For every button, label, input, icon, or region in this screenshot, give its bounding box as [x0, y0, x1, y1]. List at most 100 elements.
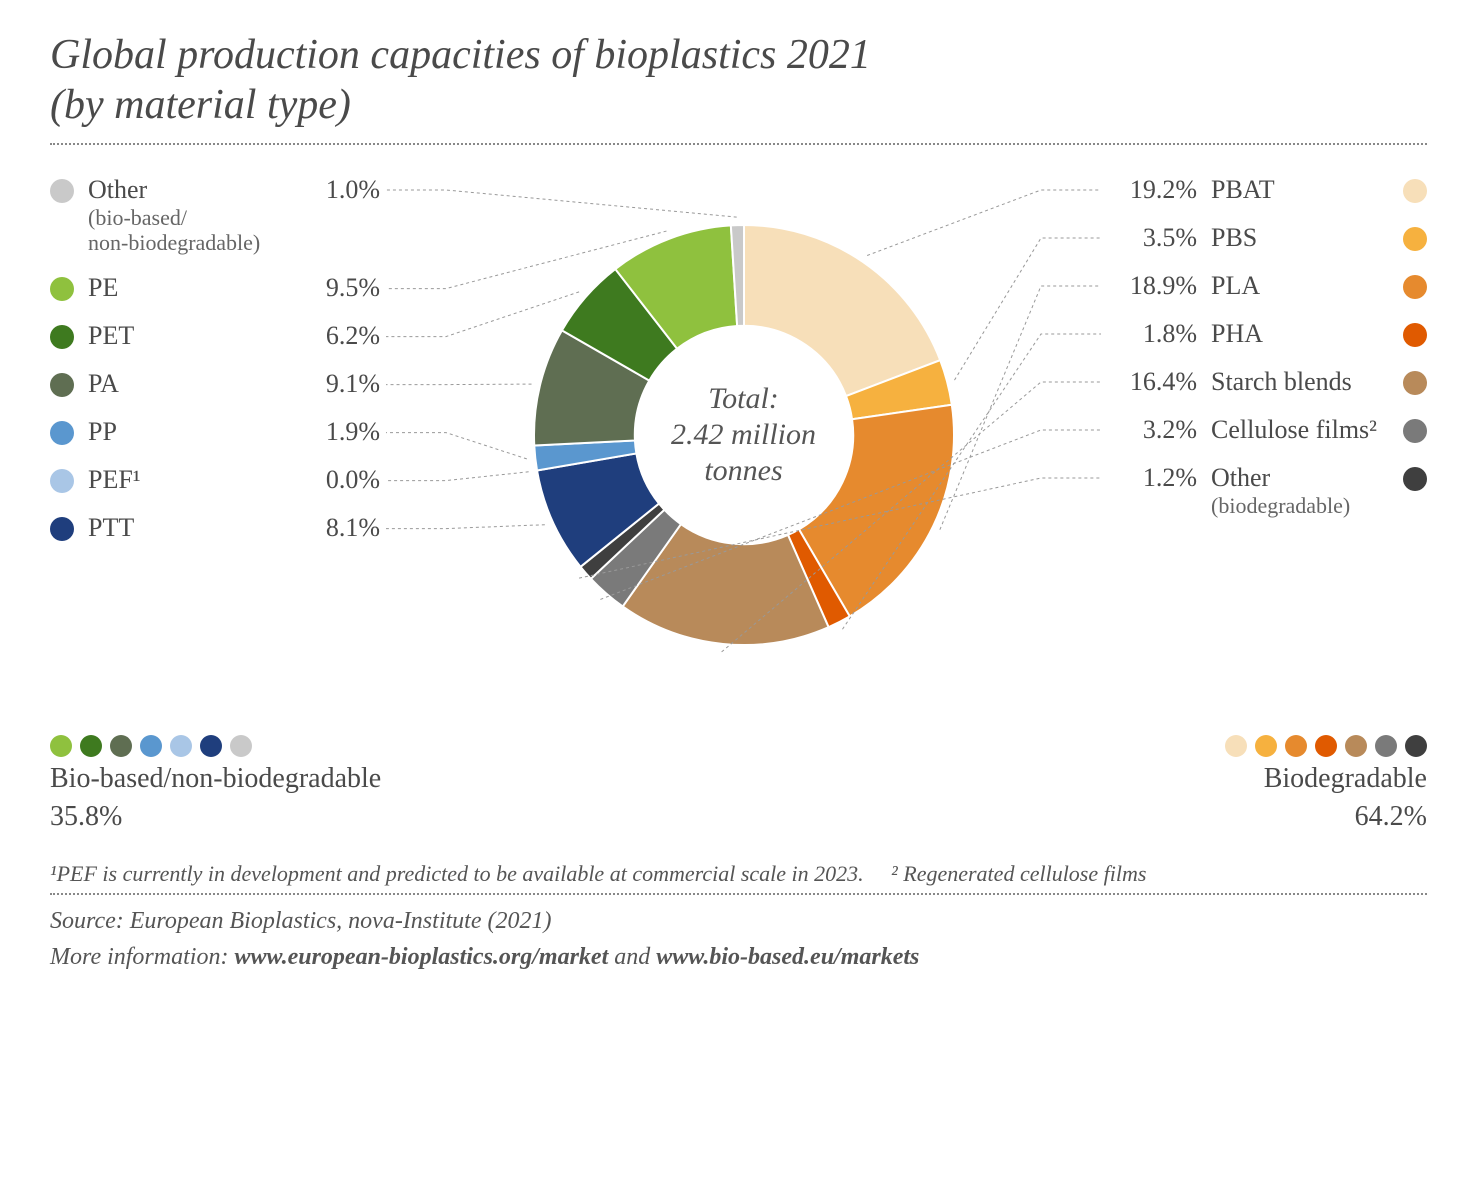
- legend-item-PA: PA 9.1%: [50, 369, 380, 399]
- source-block: Source: European Bioplastics, nova-Insti…: [50, 903, 1427, 975]
- summary-left: Bio-based/non-biodegradable 35.8%: [50, 735, 381, 833]
- legend-item-PET: PET 6.2%: [50, 321, 380, 351]
- summary-dot: [200, 735, 222, 757]
- summary-dot: [170, 735, 192, 757]
- footnote-divider: [50, 893, 1427, 895]
- legend-item-PE: PE 9.5%: [50, 273, 380, 303]
- legend-item-PHA: PHA 1.8%: [1107, 319, 1427, 349]
- summary-dot: [140, 735, 162, 757]
- legend-label: PA: [88, 369, 286, 399]
- summary-left-label: Bio-based/non-biodegradable: [50, 763, 381, 795]
- legend-pct: 9.5%: [300, 273, 380, 303]
- title-divider: [50, 143, 1427, 145]
- legend-swatch: [1403, 371, 1427, 395]
- summary-right: Biodegradable 64.2%: [1225, 735, 1427, 833]
- chart-title: Global production capacities of bioplast…: [50, 30, 1427, 131]
- legend-pct: 1.9%: [300, 417, 380, 447]
- legend-swatch: [50, 325, 74, 349]
- legend-swatch: [1403, 467, 1427, 491]
- legend-item-PEF: PEF¹ 0.0%: [50, 465, 380, 495]
- summary-dot: [80, 735, 102, 757]
- summary-right-label: Biodegradable: [1264, 763, 1427, 795]
- legend-label: PP: [88, 417, 286, 447]
- legend-label: PE: [88, 273, 286, 303]
- more-info-link-1: www.european-bioplastics.org/market: [234, 944, 608, 970]
- title-line-2: (by material type): [50, 82, 351, 128]
- donut-chart: [484, 175, 1004, 695]
- legend-left: Other(bio-based/non-biodegradable) 1.0% PE…: [50, 175, 380, 544]
- summary-dot: [1345, 735, 1367, 757]
- legend-item-OtherN: Other(bio-based/non-biodegradable) 1.0%: [50, 175, 380, 256]
- legend-pct: 0.0%: [300, 465, 380, 495]
- more-info-line: More information: www.european-bioplasti…: [50, 939, 1427, 975]
- summary-right-pct: 64.2%: [1355, 801, 1427, 833]
- legend-right: PBAT 19.2% PBS 3.5% PLA 18.9% PHA 1.8% Starch bl…: [1107, 175, 1427, 518]
- chart-row: Other(bio-based/non-biodegradable) 1.0% PE…: [50, 175, 1427, 695]
- legend-swatch: [50, 421, 74, 445]
- legend-pct: 6.2%: [300, 321, 380, 351]
- legend-item-PTT: PTT 8.1%: [50, 513, 380, 543]
- more-info-prefix: More information:: [50, 944, 234, 970]
- legend-swatch: [50, 469, 74, 493]
- legend-item-PLA: PLA 18.9%: [1107, 271, 1427, 301]
- legend-pct: 1.8%: [1107, 319, 1197, 349]
- legend-pct: 3.2%: [1107, 415, 1197, 445]
- legend-label: PEF¹: [88, 465, 286, 495]
- summary-left-pct: 35.8%: [50, 801, 381, 833]
- summary-left-dots: [50, 735, 381, 757]
- legend-pct: 9.1%: [300, 369, 380, 399]
- legend-item-PBS: PBS 3.5%: [1107, 223, 1427, 253]
- summary-dot: [1255, 735, 1277, 757]
- legend-label: PLA: [1211, 271, 1389, 301]
- legend-item-Starch: Starch blends 16.4%: [1107, 367, 1427, 397]
- legend-swatch: [50, 517, 74, 541]
- legend-pct: 8.1%: [300, 513, 380, 543]
- legend-swatch: [1403, 323, 1427, 347]
- legend-pct: 1.0%: [300, 175, 380, 205]
- legend-pct: 16.4%: [1107, 367, 1197, 397]
- legend-label: Cellulose films²: [1211, 415, 1389, 445]
- summary-dot: [110, 735, 132, 757]
- legend-label: PET: [88, 321, 286, 351]
- summary-dot: [1405, 735, 1427, 757]
- legend-swatch: [1403, 275, 1427, 299]
- summary-dot: [1315, 735, 1337, 757]
- legend-swatch: [1403, 227, 1427, 251]
- legend-swatch: [1403, 419, 1427, 443]
- legend-swatch: [50, 277, 74, 301]
- summary-row: Bio-based/non-biodegradable 35.8% Biodeg…: [50, 735, 1427, 833]
- legend-swatch: [50, 179, 74, 203]
- legend-swatch: [1403, 179, 1427, 203]
- legend-pct: 3.5%: [1107, 223, 1197, 253]
- legend-label: Starch blends: [1211, 367, 1389, 397]
- summary-right-dots: [1225, 735, 1427, 757]
- summary-dot: [230, 735, 252, 757]
- more-info-link-2: www.bio-based.eu/markets: [656, 944, 919, 970]
- summary-dot: [50, 735, 72, 757]
- legend-item-Cell: Cellulose films² 3.2%: [1107, 415, 1427, 445]
- legend-item-OtherB: Other(biodegradable) 1.2%: [1107, 463, 1427, 518]
- more-info-sep: and: [608, 944, 656, 970]
- summary-dot: [1225, 735, 1247, 757]
- legend-label: PTT: [88, 513, 286, 543]
- legend-item-PBAT: PBAT 19.2%: [1107, 175, 1427, 205]
- legend-label: PHA: [1211, 319, 1389, 349]
- footnote-1: ¹PEF is currently in development and pre…: [50, 861, 864, 886]
- legend-pct: 18.9%: [1107, 271, 1197, 301]
- legend-label: PBS: [1211, 223, 1389, 253]
- summary-dot: [1375, 735, 1397, 757]
- legend-label: Other(biodegradable): [1211, 463, 1389, 518]
- legend-item-PP: PP 1.9%: [50, 417, 380, 447]
- legend-label: Other(bio-based/non-biodegradable): [88, 175, 286, 256]
- legend-label: PBAT: [1211, 175, 1389, 205]
- summary-dot: [1285, 735, 1307, 757]
- donut-wrap: Total: 2.42 million tonnes: [484, 175, 1004, 695]
- source-line: Source: European Bioplastics, nova-Insti…: [50, 903, 1427, 939]
- footnote-2: ² Regenerated cellulose films: [891, 861, 1146, 886]
- legend-swatch: [50, 373, 74, 397]
- chart-center: Total: 2.42 million tonnes: [380, 175, 1107, 695]
- title-line-1: Global production capacities of bioplast…: [50, 32, 871, 78]
- legend-pct: 19.2%: [1107, 175, 1197, 205]
- legend-pct: 1.2%: [1107, 463, 1197, 493]
- footnotes: ¹PEF is currently in development and pre…: [50, 861, 1427, 887]
